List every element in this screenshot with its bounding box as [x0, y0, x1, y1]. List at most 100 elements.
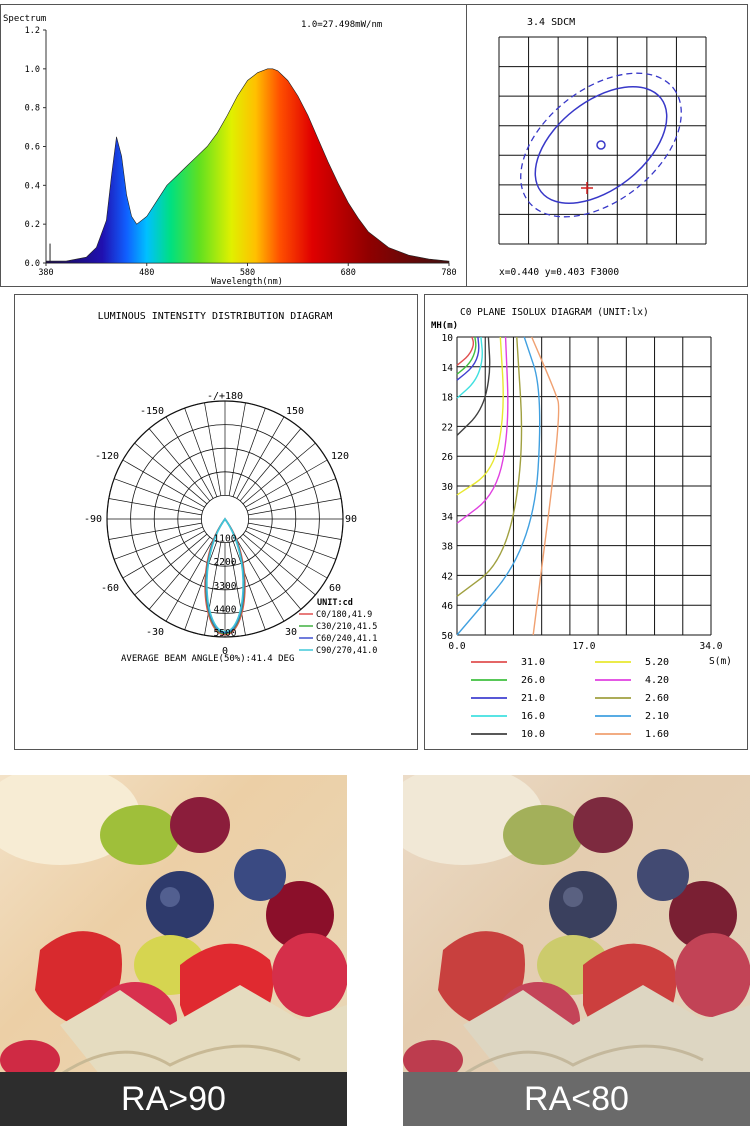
spectrum-xtick-label: 680: [341, 268, 356, 278]
isolux-xticks: 0.0 17.0 34.0: [448, 641, 722, 652]
caption-ra90-text: RA>90: [121, 1079, 226, 1118]
polar-radial-label: 4400: [214, 604, 237, 615]
isolux-ytick-label: 34: [442, 512, 454, 523]
isolux-ytick-label: 22: [442, 422, 453, 433]
spectrum-xticks: 380 480 580 680 780: [38, 263, 457, 278]
isolux-legend-label: 1.60: [645, 729, 669, 740]
spectrum-area: [45, 68, 450, 264]
polar-unit: UNIT:cd: [317, 598, 353, 608]
polar-legend-label: C0/180,41.9: [316, 610, 372, 620]
isolux-curve: [456, 336, 504, 496]
isolux-ytick-label: 30: [442, 482, 454, 493]
angle-label-top: -/+180: [207, 391, 243, 402]
spectrum-ytick-label: 0.6: [25, 143, 40, 153]
isolux-ytick-label: 18: [442, 393, 454, 404]
fruit-photo-ra80: [403, 775, 750, 1075]
isolux-curve: [531, 336, 560, 636]
isolux-ytick-label: 26: [442, 452, 454, 463]
angle-label-p30: 30: [285, 627, 297, 638]
spectrum-yticks: 1.2 1.0 0.8 0.6 0.4 0.2 0.0: [25, 26, 51, 269]
isolux-legend-label: 2.60: [645, 693, 669, 704]
sdcm-center-point: [596, 140, 606, 150]
sdcm-title: 3.4 SDCM: [527, 17, 575, 28]
isolux-chart: C0 PLANE ISOLUX DIAGRAM (UNIT:lx) MH(m) …: [431, 307, 732, 740]
angle-label-p90: 90: [345, 514, 357, 525]
spectrum-xlabel: Wavelength(nm): [211, 277, 283, 286]
polar-panel: LUMINOUS INTENSITY DISTRIBUTION DIAGRAM …: [14, 294, 418, 750]
polar-radial-label: 1100: [214, 534, 237, 545]
isolux-xtick-label: 0.0: [448, 641, 465, 652]
polar-lobes: [204, 517, 246, 636]
isolux-ytick-label: 42: [442, 571, 453, 582]
angle-label-m30: -30: [146, 627, 164, 638]
angle-label-m120: -120: [95, 451, 119, 462]
angle-label-m90: -90: [84, 514, 102, 525]
polar-radial-label: 5500: [214, 628, 237, 639]
sdcm-footer: x=0.440 y=0.403 F3000: [499, 267, 619, 278]
spectrum-ytick-label: 0.8: [25, 104, 40, 114]
isolux-ytick-label: 50: [442, 631, 454, 642]
isolux-curve: [456, 336, 541, 636]
sdcm-measured-point: [581, 182, 593, 194]
isolux-xtick-label: 34.0: [700, 641, 723, 652]
polar-grid: [106, 400, 344, 638]
isolux-ytick-label: 46: [442, 601, 454, 612]
isolux-legend-label: 16.0: [521, 711, 545, 722]
polar-lobe: [206, 517, 244, 633]
polar-radial-label: 3300: [214, 581, 237, 592]
isolux-legend-label: 5.20: [645, 657, 669, 668]
caption-ra80-text: RA<80: [524, 1079, 629, 1118]
polar-legend-label: C30/210,41.5: [316, 622, 377, 632]
isolux-curve: [456, 336, 480, 381]
spectrum-ylabel: Spectrum: [3, 14, 46, 24]
spectrum-ytick-label: 1.2: [25, 26, 40, 36]
spectrum-xtick-label: 780: [441, 268, 456, 278]
isolux-panel: C0 PLANE ISOLUX DIAGRAM (UNIT:lx) MH(m) …: [424, 294, 748, 750]
isolux-legend: 31.0 5.20 26.0 4.20 21.0 2.60 16.0 2.10 10.0 1.60: [471, 657, 669, 740]
isolux-legend-label: 21.0: [521, 693, 545, 704]
spectrum-ytick-label: 1.0: [25, 65, 40, 75]
isolux-curve: [456, 336, 491, 436]
fruit-illustration-ra80: [403, 775, 750, 1075]
isolux-ytick-label: 38: [442, 542, 454, 553]
isolux-yticks: 10 14 18 22 26 30 34 38 42 46 50: [442, 333, 454, 642]
sdcm-ellipse-inner: [534, 86, 668, 204]
caption-ra80: RA<80: [403, 1072, 750, 1126]
angle-label-p150: 150: [286, 406, 304, 417]
isolux-legend-label: 31.0: [521, 657, 545, 668]
polar-title: LUMINOUS INTENSITY DISTRIBUTION DIAGRAM: [98, 311, 333, 322]
isolux-curve: [456, 336, 523, 597]
angle-label-m150: -150: [140, 406, 164, 417]
spectrum-ytick-label: 0.2: [25, 220, 40, 230]
spectrum-ytick-label: 0.0: [25, 259, 40, 269]
spectrum-xtick-label: 480: [139, 268, 154, 278]
angle-label-p120: 120: [331, 451, 349, 462]
spectrum-ytick-label: 0.4: [25, 181, 40, 191]
spectrum-panel: Spectrum 1.0=27.498mW/nm 1.2 1.0 0.8 0.6 0.4…: [0, 4, 468, 287]
spectrum-xtick-label: 580: [240, 268, 255, 278]
isolux-ylabel: MH(m): [431, 321, 458, 331]
isolux-curve: [456, 336, 483, 399]
isolux-ytick-label: 10: [442, 333, 454, 344]
isolux-curve: [456, 336, 475, 366]
isolux-legend-label: 10.0: [521, 729, 545, 740]
isolux-curve: [456, 336, 509, 524]
isolux-ytick-label: 14: [442, 363, 454, 374]
fruit-photo-ra90: [0, 775, 347, 1075]
isolux-curves: [456, 336, 560, 636]
polar-radial-label: 2200: [214, 557, 237, 568]
isolux-title: C0 PLANE ISOLUX DIAGRAM (UNIT:lx): [460, 307, 649, 318]
isolux-legend-label: 2.10: [645, 711, 669, 722]
sdcm-grid: [498, 36, 707, 245]
sdcm-panel: 3.4 SDCM x=0.440 y=0.403 F3000: [466, 4, 748, 287]
polar-footer: AVERAGE BEAM ANGLE(50%):41.4 DEG: [121, 654, 294, 664]
isolux-grid: [456, 336, 712, 636]
polar-legend-label: C60/240,41.1: [316, 634, 377, 644]
polar-legend-label: C90/270,41.0: [316, 646, 377, 656]
isolux-legend-label: 26.0: [521, 675, 545, 686]
angle-label-m60: -60: [101, 583, 119, 594]
angle-label-zero: 0: [222, 646, 228, 657]
polar-chart: LUMINOUS INTENSITY DISTRIBUTION DIAGRAM …: [84, 311, 377, 664]
spectrum-note: 1.0=27.498mW/nm: [301, 20, 382, 30]
angle-label-p60: 60: [329, 583, 341, 594]
